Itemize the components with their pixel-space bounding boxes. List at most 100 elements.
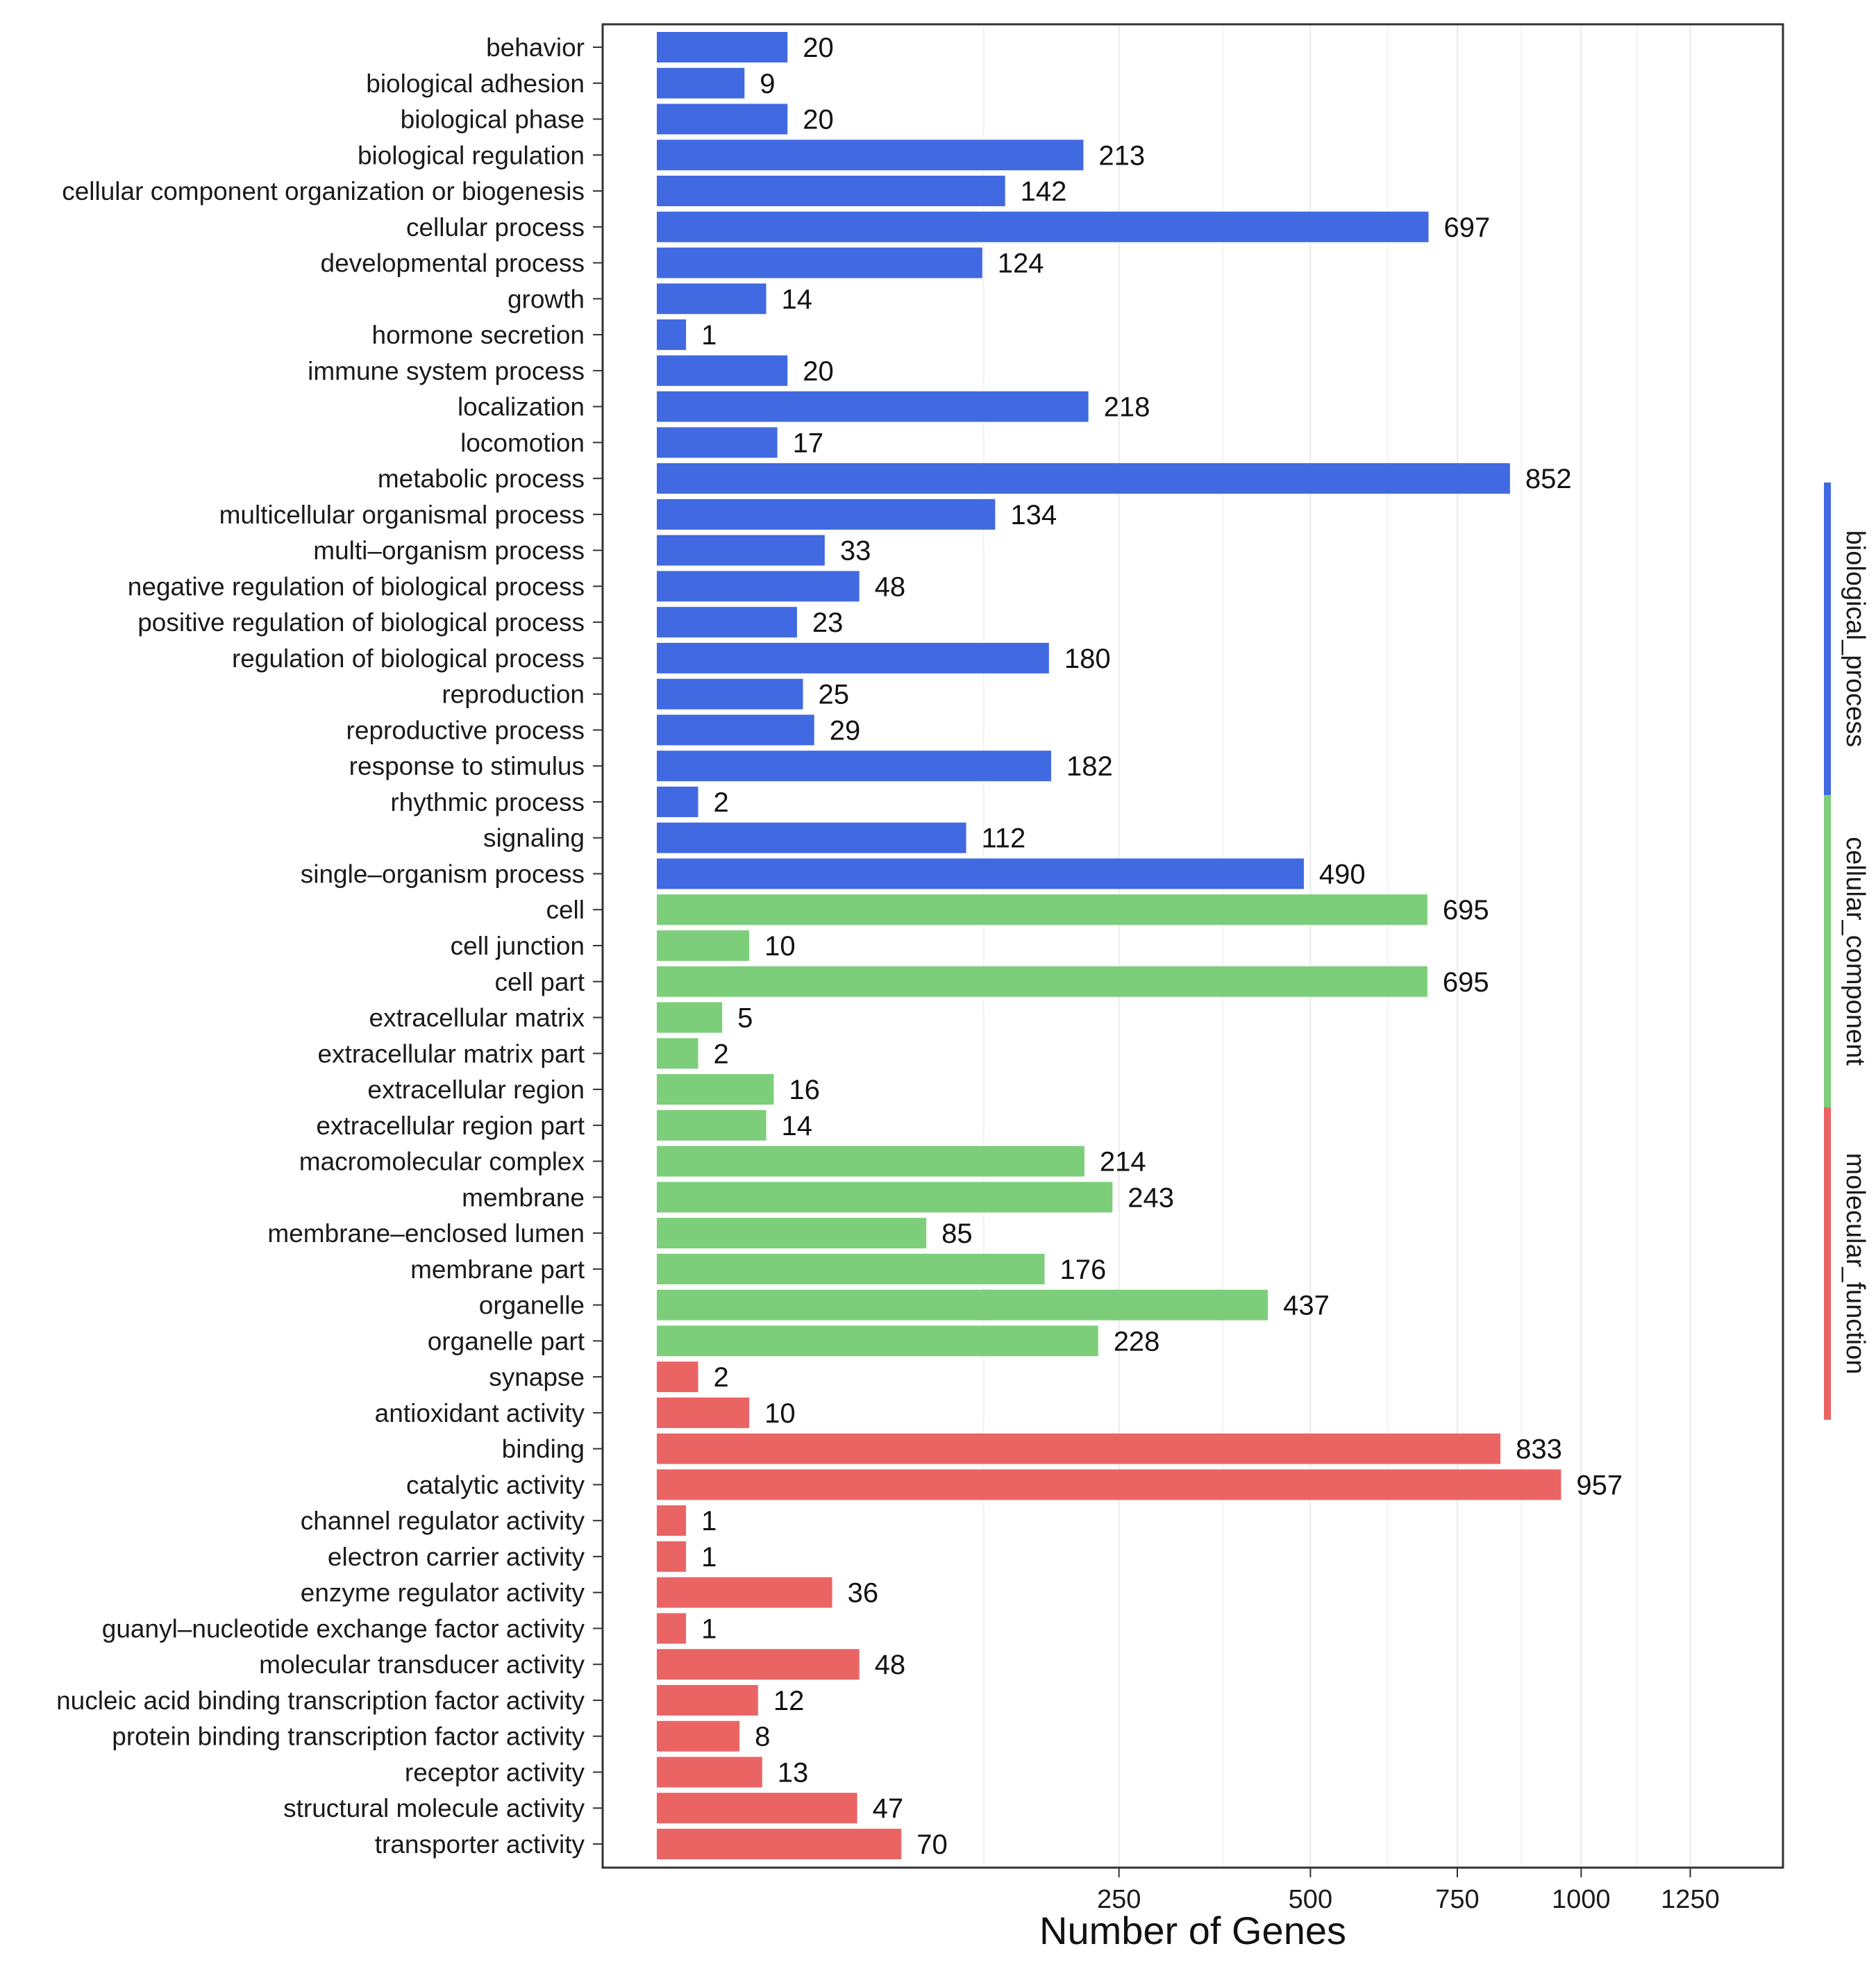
category-label: extracellular region [367, 1075, 585, 1104]
category-label: metabolic process [378, 464, 585, 493]
value-label: 490 [1319, 859, 1366, 889]
value-label: 5 [737, 1003, 753, 1034]
value-label: 70 [916, 1829, 948, 1860]
value-label: 228 [1114, 1326, 1160, 1357]
bar [657, 642, 1049, 673]
bar [657, 858, 1304, 889]
value-label: 14 [782, 284, 813, 315]
bar [657, 1253, 1045, 1284]
bar [657, 32, 788, 62]
category-label: nucleic acid binding transcription facto… [56, 1686, 585, 1715]
category-label: positive regulation of biological proces… [137, 608, 585, 637]
value-label: 36 [848, 1578, 879, 1609]
value-label: 10 [764, 931, 796, 962]
bar [657, 1469, 1561, 1500]
value-label: 25 [819, 680, 850, 710]
bar [657, 1182, 1113, 1213]
bar [657, 211, 1429, 242]
bar [657, 1433, 1501, 1464]
bar [657, 319, 687, 351]
x-tick-label: 1250 [1661, 1885, 1720, 1914]
value-label: 1 [701, 1614, 717, 1644]
bar [657, 1684, 758, 1716]
value-label: 2 [714, 1362, 729, 1393]
value-label: 9 [760, 69, 775, 99]
bar [657, 1720, 740, 1752]
value-label: 214 [1100, 1147, 1146, 1178]
bar [657, 930, 750, 961]
category-label: immune system process [308, 357, 585, 385]
category-label: signaling [483, 824, 585, 853]
bar [657, 678, 803, 710]
value-label: 23 [812, 608, 844, 638]
bar [657, 1505, 687, 1536]
value-label: 2 [714, 787, 729, 818]
bar [657, 1002, 723, 1033]
category-label: protein binding transcription factor act… [112, 1723, 585, 1751]
category-label: single–organism process [301, 860, 585, 888]
value-label: 437 [1283, 1291, 1330, 1321]
category-label: organelle [479, 1291, 585, 1320]
x-tick-label: 500 [1289, 1885, 1332, 1914]
value-label: 33 [840, 536, 871, 567]
bar [657, 67, 745, 99]
plot-panel [603, 24, 1783, 1868]
category-label: binding [502, 1435, 585, 1464]
value-label: 29 [830, 715, 861, 746]
category-label: reproductive process [346, 716, 585, 744]
bar [657, 535, 825, 566]
value-label: 134 [1010, 500, 1057, 530]
bar [657, 103, 788, 135]
bar [657, 1361, 698, 1393]
value-label: 852 [1525, 464, 1572, 494]
bar [657, 571, 860, 602]
category-label: molecular transducer activity [259, 1650, 585, 1679]
category-label: hormone secretion [372, 321, 585, 349]
value-label: 1 [701, 1506, 717, 1536]
category-label: enzyme regulator activity [301, 1579, 585, 1607]
bar [657, 283, 767, 315]
category-label: synapse [489, 1363, 585, 1391]
value-label: 243 [1128, 1182, 1174, 1213]
value-label: 957 [1576, 1470, 1623, 1500]
category-label: behavior [486, 33, 585, 62]
category-label: locomotion [460, 428, 585, 457]
value-label: 20 [803, 105, 834, 135]
category-label: catalytic activity [406, 1471, 585, 1499]
value-label: 833 [1516, 1434, 1562, 1465]
category-label: receptor activity [405, 1758, 585, 1786]
value-label: 14 [782, 1111, 813, 1141]
category-label: cellular component organization or bioge… [62, 177, 585, 206]
category-label: membrane–enclosed lumen [267, 1219, 585, 1248]
bar [657, 391, 1089, 422]
category-label: reproduction [442, 680, 585, 709]
bar [657, 1757, 762, 1788]
value-label: 10 [764, 1398, 796, 1429]
bar [657, 1397, 750, 1428]
x-tick-label: 1000 [1552, 1885, 1611, 1914]
category-label: cellular process [406, 213, 585, 242]
category-label: organelle part [428, 1327, 585, 1355]
category-label: extracellular matrix [369, 1004, 585, 1032]
bar [657, 176, 1005, 207]
value-label: 213 [1098, 140, 1145, 171]
value-label: 176 [1060, 1255, 1107, 1285]
value-label: 124 [998, 249, 1044, 279]
bar [657, 1649, 860, 1680]
category-label: transporter activity [375, 1830, 585, 1859]
panel-border [601, 23, 1784, 1869]
bar [657, 1541, 687, 1572]
value-label: 218 [1104, 392, 1150, 423]
value-label: 112 [982, 823, 1026, 854]
category-label: membrane [462, 1183, 585, 1212]
bar [657, 247, 982, 278]
value-label: 20 [803, 356, 834, 387]
bar [657, 1109, 767, 1141]
category-label: cell [546, 896, 585, 924]
bar [657, 463, 1510, 494]
category-label: biological phase [401, 106, 585, 134]
value-label: 1 [701, 1542, 717, 1573]
value-label: 142 [1021, 176, 1067, 207]
